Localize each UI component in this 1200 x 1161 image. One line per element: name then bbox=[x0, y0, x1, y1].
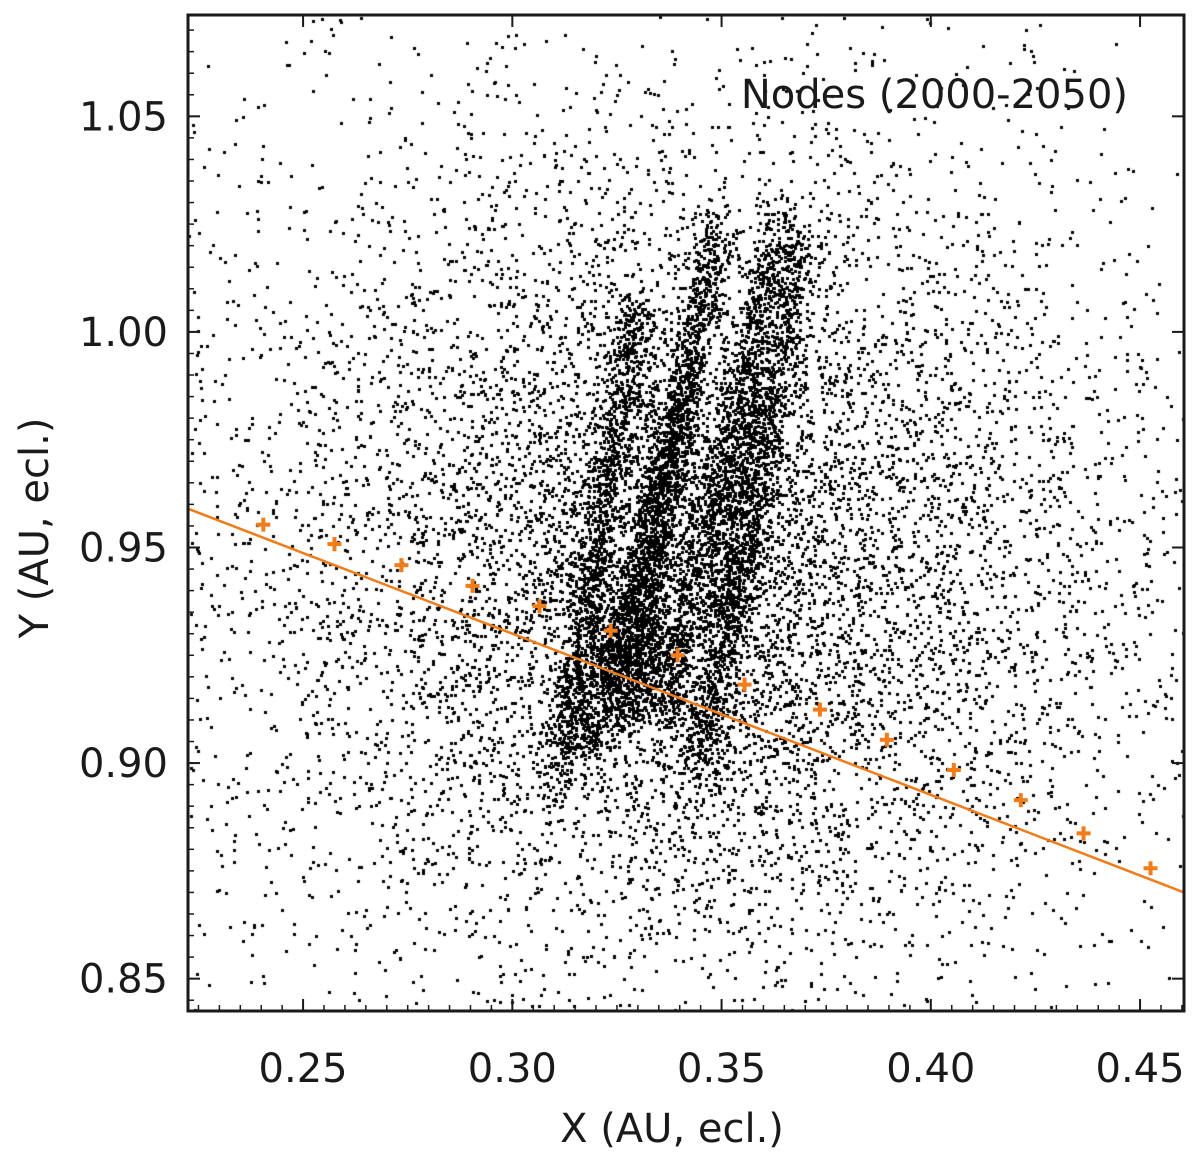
orbit-marker bbox=[737, 677, 752, 692]
orbit-marker bbox=[394, 558, 409, 573]
y-tick-label: 1.00 bbox=[79, 310, 168, 356]
orbit-marker bbox=[327, 537, 342, 552]
plot-title: Nodes (2000-2050) bbox=[741, 72, 1128, 118]
x-tick-label: 0.45 bbox=[1096, 1046, 1185, 1092]
plot-frame bbox=[186, 13, 1186, 1013]
x-axis-title: X (AU, ecl.) bbox=[560, 1106, 784, 1152]
axis-ticks: 0.25 0.30 0.35 0.40 0.45 0.85 0.90 0.95 1.00 1.05 bbox=[79, 15, 1185, 1092]
scatter-points bbox=[188, 15, 1184, 1011]
orbit-line-series bbox=[187, 507, 1185, 894]
orbit-marker bbox=[812, 702, 827, 717]
orbit-marker bbox=[946, 762, 961, 777]
y-axis-title: Y (AU, ecl.) bbox=[12, 418, 58, 640]
y-tick-label: 1.05 bbox=[79, 94, 168, 140]
x-tick-label: 0.35 bbox=[677, 1046, 766, 1092]
y-tick-label: 0.85 bbox=[79, 957, 168, 1003]
orbit-marker bbox=[1143, 861, 1158, 876]
orbit-marker bbox=[256, 517, 271, 532]
orbit-marker bbox=[879, 732, 894, 747]
orbit-line bbox=[187, 507, 1185, 894]
orbit-marker bbox=[532, 599, 547, 614]
orbit-marker bbox=[1013, 793, 1028, 808]
x-tick-label: 0.30 bbox=[468, 1046, 557, 1092]
orbit-marker bbox=[670, 648, 685, 663]
scatter-point-cloud bbox=[188, 15, 1184, 1011]
y-tick-label: 0.95 bbox=[79, 525, 168, 571]
orbit-marker bbox=[1076, 826, 1091, 841]
y-tick-label: 0.90 bbox=[79, 741, 168, 787]
orbit-marker bbox=[465, 578, 480, 593]
x-tick-label: 0.25 bbox=[259, 1046, 348, 1092]
x-tick-label: 0.40 bbox=[886, 1046, 975, 1092]
orbit-marker bbox=[603, 623, 618, 638]
